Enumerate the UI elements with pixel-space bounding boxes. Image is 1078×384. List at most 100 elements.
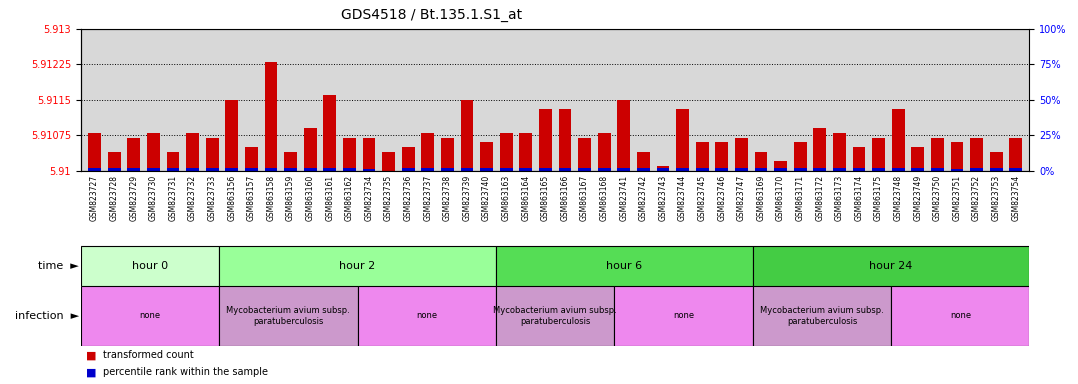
Text: GSM863173: GSM863173: [834, 175, 844, 221]
Text: none: none: [950, 311, 971, 320]
Text: GSM823738: GSM823738: [443, 175, 452, 221]
Text: GSM863164: GSM863164: [522, 175, 530, 221]
Bar: [676, 109, 689, 171]
Bar: [676, 168, 689, 171]
Bar: [421, 168, 434, 171]
Text: GSM823747: GSM823747: [737, 175, 746, 221]
Text: GSM823736: GSM823736: [403, 175, 413, 221]
Bar: [108, 168, 121, 171]
Text: ■: ■: [86, 350, 97, 360]
Text: GSM863169: GSM863169: [757, 175, 765, 221]
Text: GSM863157: GSM863157: [247, 175, 255, 221]
Bar: [285, 152, 296, 171]
Text: GSM863167: GSM863167: [580, 175, 589, 221]
Bar: [793, 168, 806, 171]
Text: percentile rank within the sample: percentile rank within the sample: [103, 367, 268, 377]
Bar: [637, 168, 650, 171]
Text: Mycobacterium avium subsp.
paratuberculosis: Mycobacterium avium subsp. paratuberculo…: [494, 306, 617, 326]
Text: GSM863156: GSM863156: [227, 175, 236, 221]
Text: GSM823754: GSM823754: [1011, 175, 1020, 221]
Bar: [695, 142, 708, 171]
Bar: [793, 142, 806, 171]
Text: GSM823753: GSM823753: [992, 175, 1000, 221]
Bar: [657, 168, 669, 171]
Text: none: none: [139, 311, 161, 320]
Bar: [618, 168, 631, 171]
Bar: [500, 133, 512, 171]
Text: GSM863161: GSM863161: [326, 175, 334, 221]
Bar: [618, 100, 631, 171]
Text: none: none: [673, 311, 694, 320]
Text: GSM823734: GSM823734: [364, 175, 373, 221]
Text: GSM823740: GSM823740: [482, 175, 492, 221]
Bar: [167, 168, 179, 171]
Text: GSM863160: GSM863160: [306, 175, 315, 221]
Bar: [343, 138, 356, 171]
Bar: [147, 168, 160, 171]
Bar: [206, 138, 219, 171]
Bar: [657, 166, 669, 171]
Text: hour 6: hour 6: [606, 261, 642, 271]
Bar: [1009, 168, 1022, 171]
Text: GSM823729: GSM823729: [129, 175, 138, 221]
Bar: [358, 286, 496, 346]
Bar: [892, 286, 1029, 346]
Bar: [578, 168, 591, 171]
Text: GSM823741: GSM823741: [619, 175, 628, 221]
Text: GSM863168: GSM863168: [599, 175, 609, 221]
Bar: [833, 133, 846, 171]
Text: GSM863171: GSM863171: [796, 175, 804, 221]
Text: infection  ►: infection ►: [15, 311, 79, 321]
Bar: [167, 152, 179, 171]
Bar: [598, 168, 610, 171]
Bar: [496, 246, 752, 286]
Bar: [990, 168, 1003, 171]
Bar: [219, 286, 358, 346]
Bar: [1009, 138, 1022, 171]
Text: GSM863158: GSM863158: [266, 175, 276, 221]
Bar: [285, 168, 296, 171]
Bar: [539, 109, 552, 171]
Bar: [853, 168, 866, 171]
Bar: [264, 62, 277, 171]
Bar: [362, 169, 375, 171]
Bar: [814, 168, 826, 171]
Text: GSM823731: GSM823731: [168, 175, 178, 221]
Bar: [539, 168, 552, 171]
Bar: [598, 133, 610, 171]
Bar: [225, 168, 238, 171]
Text: GSM823743: GSM823743: [659, 175, 667, 221]
Text: GSM863165: GSM863165: [541, 175, 550, 221]
Bar: [637, 152, 650, 171]
Bar: [931, 138, 943, 171]
Bar: [833, 168, 846, 171]
Bar: [402, 168, 415, 171]
Bar: [81, 246, 219, 286]
Bar: [755, 168, 768, 171]
Text: GSM863159: GSM863159: [286, 175, 295, 221]
Bar: [245, 147, 258, 171]
Text: Mycobacterium avium subsp.
paratuberculosis: Mycobacterium avium subsp. paratuberculo…: [760, 306, 884, 326]
Text: GSM863163: GSM863163: [501, 175, 511, 221]
Bar: [716, 168, 728, 171]
Bar: [911, 168, 924, 171]
Text: GSM823750: GSM823750: [932, 175, 942, 221]
Bar: [774, 168, 787, 171]
Bar: [460, 168, 473, 171]
Text: ■: ■: [86, 367, 97, 377]
Text: GSM823735: GSM823735: [384, 175, 393, 221]
Bar: [755, 152, 768, 171]
Bar: [558, 109, 571, 171]
Bar: [304, 128, 317, 171]
Bar: [480, 142, 493, 171]
Bar: [892, 109, 904, 171]
Bar: [578, 138, 591, 171]
Bar: [716, 142, 728, 171]
Bar: [127, 138, 140, 171]
Bar: [911, 147, 924, 171]
Text: none: none: [416, 311, 438, 320]
Text: GSM863166: GSM863166: [561, 175, 569, 221]
Text: GSM823745: GSM823745: [697, 175, 707, 221]
Bar: [186, 168, 199, 171]
Text: GSM823749: GSM823749: [913, 175, 923, 221]
